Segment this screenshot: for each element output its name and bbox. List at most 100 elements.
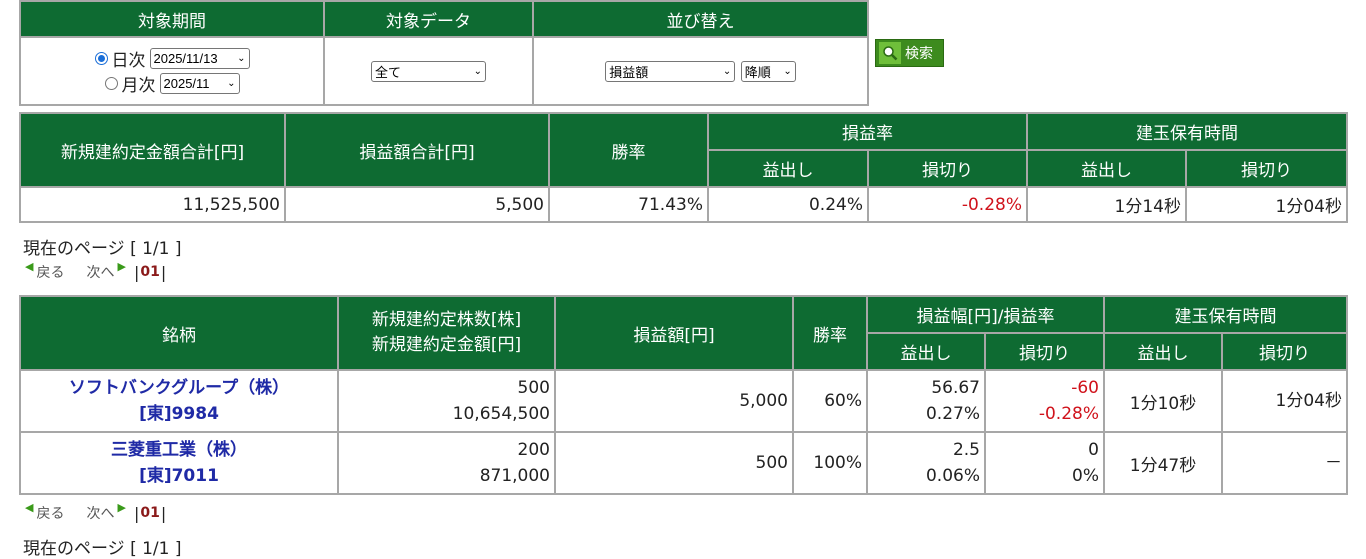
- loss-range-value: 0: [1088, 440, 1099, 460]
- monthly-date-select[interactable]: 2025/11 ⌄: [159, 73, 240, 94]
- hold-loss-value: 1分04秒: [1187, 188, 1346, 221]
- monthly-radio[interactable]: [104, 77, 118, 90]
- daily-radio[interactable]: [94, 52, 108, 65]
- hold-loss-header: 損切り: [1187, 151, 1346, 186]
- pl-rate-profit-header: 益出し: [709, 151, 867, 186]
- loss-rate-value: -0.28%: [1038, 404, 1099, 424]
- hold-loss-header: 損切り: [1223, 334, 1346, 369]
- next-arrow-icon: ▶: [117, 500, 126, 514]
- daily-option[interactable]: 日次 2025/11/13 ⌄: [21, 46, 323, 71]
- pager-bottom: ◀ 戻る 次へ ▶ | 01 |: [25, 500, 167, 523]
- win-rate-value: 71.43%: [550, 188, 707, 221]
- range-loss-cell: -60 -0.28%: [986, 371, 1103, 431]
- daily-date-value: 2025/11/13: [153, 51, 218, 66]
- win-rate-header: 勝率: [550, 114, 707, 186]
- page-link-current[interactable]: 01: [140, 505, 160, 521]
- page-info-bottom: 現在のページ [ 1/1 ]: [23, 539, 182, 559]
- total-amount-header: 新規建約定金額合計[円]: [21, 114, 284, 186]
- loss-range-value: -60: [1071, 378, 1099, 398]
- win-rate-value: 100%: [794, 433, 866, 493]
- hold-loss-value: 1分04秒: [1223, 371, 1346, 431]
- chevron-down-icon: ⌄: [237, 53, 246, 64]
- profit-range-value: 2.5: [952, 440, 980, 460]
- range-loss-cell: 0 0%: [986, 433, 1103, 493]
- chevron-down-icon: ⌄: [473, 65, 482, 77]
- page-link-current[interactable]: 01: [140, 264, 160, 280]
- prev-link[interactable]: 戻る: [36, 506, 65, 522]
- order-select[interactable]: 降順 ⌄: [740, 60, 796, 82]
- chevron-down-icon: ⌄: [783, 65, 792, 77]
- hold-time-header: 建玉保有時間: [1105, 297, 1346, 332]
- hold-profit-header: 益出し: [1028, 151, 1185, 186]
- next-link[interactable]: 次へ: [86, 506, 115, 522]
- order-select-value: 降順: [744, 64, 771, 80]
- stock-cell: ソフトバンクグループ（株） [東]9984: [21, 371, 337, 431]
- monthly-option[interactable]: 月次 2025/11 ⌄: [21, 71, 323, 96]
- pl-rate-profit-value: 0.24%: [709, 188, 867, 221]
- monthly-label: 月次: [121, 76, 156, 96]
- sort-select-value: 損益額: [609, 64, 649, 80]
- filter-table: 対象期間 対象データ 並び替え 日次 2025/11/13 ⌄ 月次 2025/…: [19, 0, 869, 106]
- total-amount-value: 11,525,500: [21, 188, 284, 221]
- qty-value: 500: [517, 378, 550, 398]
- sort-header: 並び替え: [534, 2, 867, 36]
- pl-rate-header: 損益率: [709, 114, 1026, 149]
- data-select[interactable]: 全て ⌄: [371, 60, 486, 82]
- search-label: 検索: [905, 46, 933, 62]
- range-profit-cell: 56.67 0.27%: [868, 371, 984, 431]
- prev-arrow-icon: ◀: [25, 500, 34, 514]
- summary-row: 11,525,500 5,500 71.43% 0.24% -0.28% 1分1…: [21, 188, 1346, 221]
- range-loss-header: 損切り: [986, 334, 1103, 369]
- table-row: 三菱重工業（株） [東]7011 200 871,000 500 100% 2.…: [21, 433, 1346, 493]
- page-info-top: 現在のページ [ 1/1 ]: [23, 239, 182, 259]
- search-button[interactable]: 検索: [875, 39, 944, 67]
- stock-name-link[interactable]: ソフトバンクグループ（株）: [68, 378, 290, 398]
- next-link[interactable]: 次へ: [86, 265, 115, 281]
- monthly-date-value: 2025/11: [163, 76, 210, 91]
- prev-arrow-icon: ◀: [25, 259, 34, 273]
- qty-amount-cell: 500 10,654,500: [339, 371, 554, 431]
- data-cell: 全て ⌄: [325, 38, 532, 104]
- period-cell: 日次 2025/11/13 ⌄ 月次 2025/11 ⌄: [21, 38, 323, 104]
- qty-header: 新規建約定株数[株]: [371, 310, 522, 330]
- detail-table: 銘柄 新規建約定株数[株] 新規建約定金額[円] 損益額[円] 勝率 損益幅[円…: [19, 295, 1348, 495]
- hold-profit-value: 1分10秒: [1105, 371, 1221, 431]
- stock-code: [東]9984: [139, 404, 219, 424]
- qty-value: 200: [517, 440, 550, 460]
- win-rate-header: 勝率: [794, 297, 866, 369]
- prev-link[interactable]: 戻る: [36, 265, 65, 281]
- search-icon: [879, 42, 901, 64]
- sort-select[interactable]: 損益額 ⌄: [605, 60, 736, 82]
- profit-rate-value: 0.06%: [925, 466, 980, 486]
- data-select-value: 全て: [375, 64, 402, 80]
- daily-label: 日次: [111, 51, 146, 71]
- pl-rate-loss-header: 損切り: [869, 151, 1026, 186]
- amount-value: 871,000: [479, 466, 550, 486]
- chevron-down-icon: ⌄: [227, 78, 236, 89]
- range-rate-header: 損益幅[円]/損益率: [868, 297, 1103, 332]
- chevron-down-icon: ⌄: [722, 65, 732, 77]
- qty-amount-header: 新規建約定株数[株] 新規建約定金額[円]: [339, 297, 554, 369]
- pager-top: ◀ 戻る 次へ ▶ | 01 |: [25, 259, 167, 282]
- amount-value: 10,654,500: [452, 404, 550, 424]
- loss-rate-value: 0%: [1072, 466, 1099, 486]
- pl-header: 損益額[円]: [556, 297, 792, 369]
- hold-loss-value: －: [1223, 433, 1346, 493]
- profit-range-value: 56.67: [931, 378, 980, 398]
- pl-value: 500: [556, 433, 792, 493]
- summary-table: 新規建約定金額合計[円] 損益額合計[円] 勝率 損益率 建玉保有時間 益出し …: [19, 112, 1348, 223]
- stock-cell: 三菱重工業（株） [東]7011: [21, 433, 337, 493]
- hold-profit-value: 1分47秒: [1105, 433, 1221, 493]
- total-pl-header: 損益額合計[円]: [286, 114, 548, 186]
- next-arrow-icon: ▶: [117, 259, 126, 273]
- stock-name-link[interactable]: 三菱重工業（株）: [111, 440, 247, 460]
- hold-profit-value: 1分14秒: [1028, 188, 1185, 221]
- range-profit-cell: 2.5 0.06%: [868, 433, 984, 493]
- pl-rate-loss-value: -0.28%: [869, 188, 1026, 221]
- hold-time-header: 建玉保有時間: [1028, 114, 1346, 149]
- stock-header: 銘柄: [21, 297, 337, 369]
- range-profit-header: 益出し: [868, 334, 984, 369]
- daily-date-select[interactable]: 2025/11/13 ⌄: [149, 48, 250, 69]
- period-header: 対象期間: [21, 2, 323, 36]
- sort-cell: 損益額 ⌄ 降順 ⌄: [534, 38, 867, 104]
